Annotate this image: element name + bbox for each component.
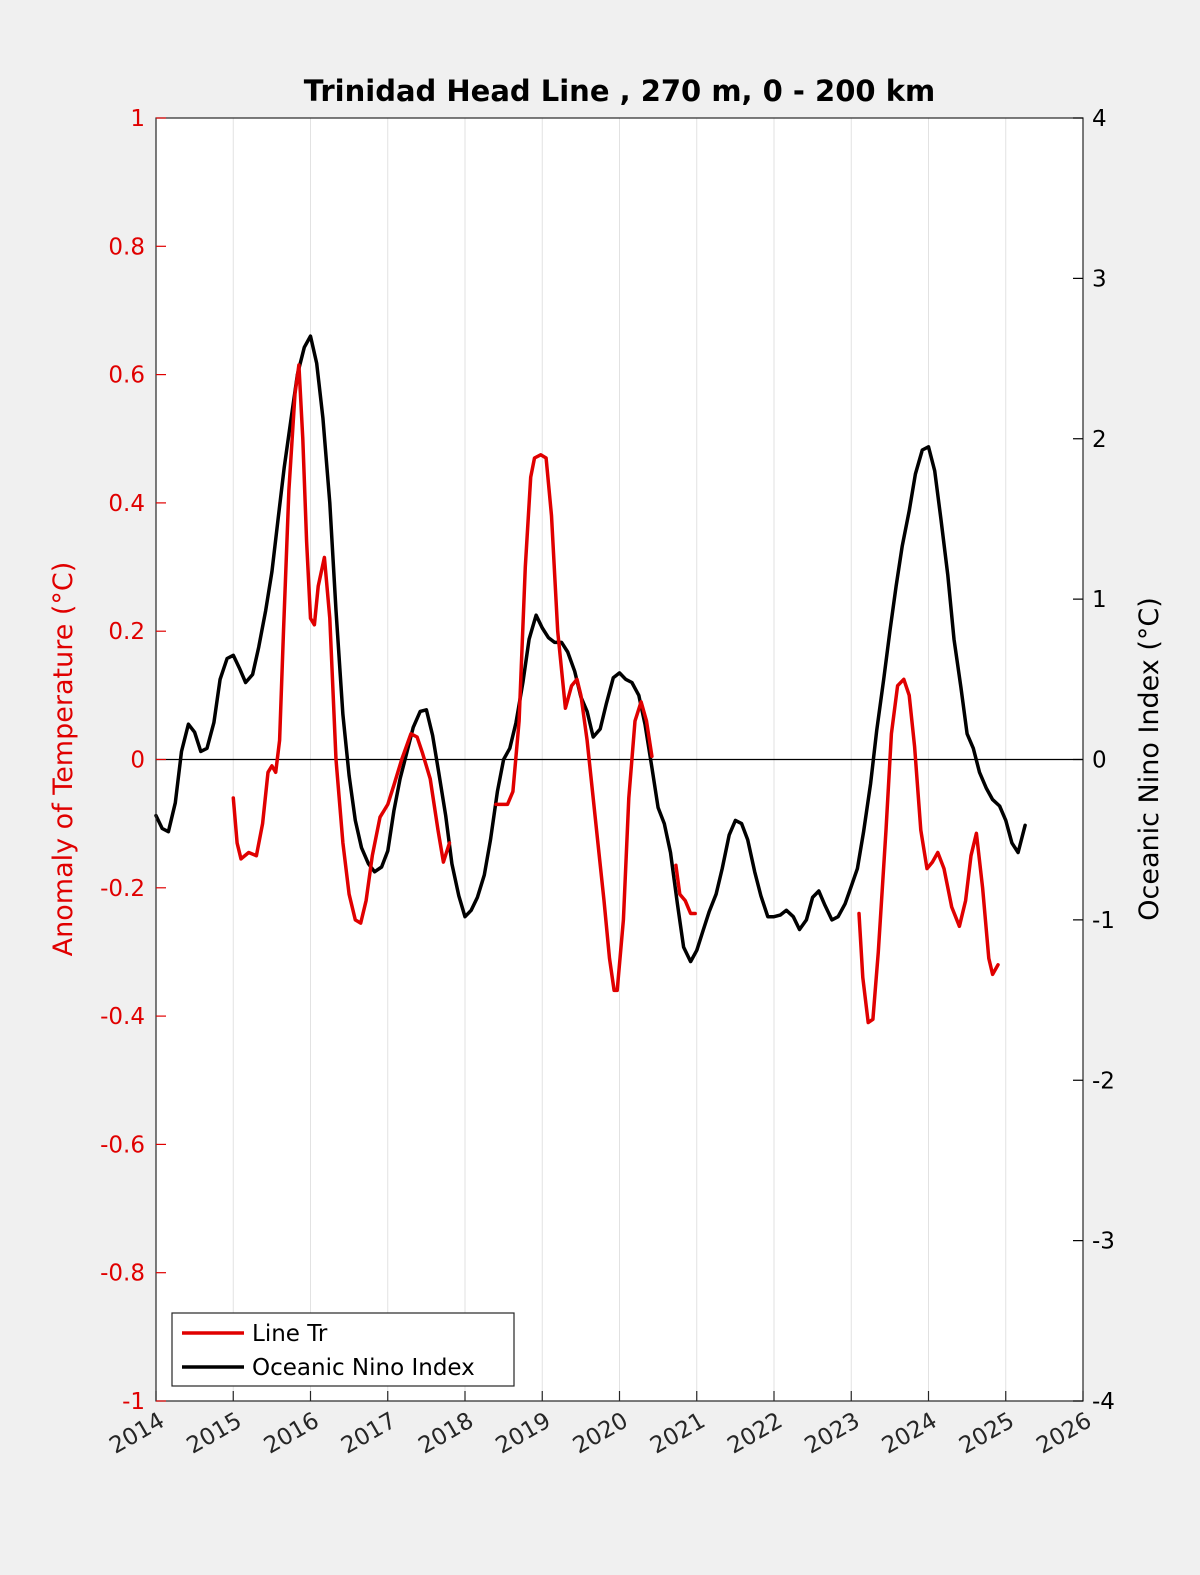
y-left-tick-label: 0.6 [108,363,145,389]
y-right-tick-label: 1 [1092,587,1107,613]
y-right-tick-label: -4 [1092,1389,1115,1415]
x-tick-label: 2017 [337,1408,401,1460]
series-layer [154,334,1027,1025]
oni-series-segment-0 [154,334,1027,964]
y-left-tick-label: 0 [130,748,145,774]
legend: Line Tr Oceanic Nino Index [171,1312,515,1387]
y-right-tick-label: 2 [1092,427,1107,453]
y-left-tick-label: 0.8 [108,234,145,260]
y-right-tick-label: -2 [1092,1068,1115,1094]
y-axis-left-label: Anomaly of Temperature (°C) [48,562,79,957]
x-tick-label: 2022 [723,1408,787,1460]
y-axis-right-label: Oceanic Nino Index (°C) [1134,597,1165,921]
legend-label-oni: Oceanic Nino Index [252,1355,475,1381]
y-right-tick-label: -1 [1092,908,1115,934]
line-tr-series-segment-1 [494,453,654,993]
x-tick-label: 2019 [492,1408,556,1460]
x-tick-label: 2025 [955,1408,1019,1460]
legend-box [171,1312,515,1387]
x-tick-label: 2024 [878,1408,942,1460]
y-left-tick-label: 1 [130,106,145,132]
y-left-tick-label: -1 [122,1389,145,1415]
y-right-tick-label: -3 [1092,1229,1115,1255]
x-tick-label: 2023 [801,1408,865,1460]
y-left-tick-label: 0.4 [108,491,145,517]
legend-label-line-tr: Line Tr [252,1321,328,1347]
line-tr-series-segment-0 [231,363,452,925]
y-left-tick-label: -0.2 [100,876,145,902]
y-left-tick-label: -0.6 [100,1132,145,1158]
line-tr-series-segment-2 [674,863,697,916]
y-right-tick-label: 4 [1092,106,1107,132]
chart-title: Trinidad Head Line , 270 m, 0 - 200 km [304,74,935,108]
y-left-tick-label: -0.4 [100,1004,145,1030]
x-tick-label: 2018 [414,1408,478,1460]
y-right-tick-label: 3 [1092,266,1107,292]
y-left-tick-label: -0.8 [100,1261,145,1287]
x-tick-label: 2016 [260,1408,324,1460]
x-tick-label: 2015 [183,1408,247,1460]
x-tick-label: 2020 [569,1408,633,1460]
y-left-tick-label: 0.2 [108,619,145,645]
line-tr-series-segment-3 [857,677,1000,1025]
y-right-tick-label: 0 [1092,748,1107,774]
x-tick-label: 2014 [105,1408,169,1460]
x-tick-label: 2026 [1032,1408,1096,1460]
x-tick-label: 2021 [646,1408,710,1460]
